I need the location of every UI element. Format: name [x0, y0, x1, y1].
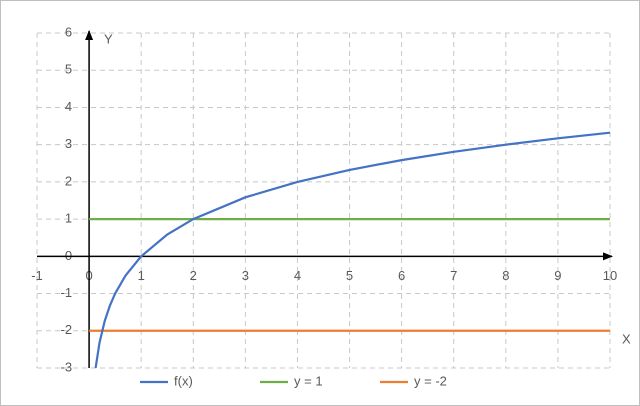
legend-label: y = -2 — [414, 373, 447, 388]
x-tick-label: 4 — [294, 268, 301, 283]
y-tick-label: -1 — [61, 285, 73, 300]
y-tick-label: 4 — [65, 99, 72, 114]
x-tick-label: 2 — [190, 268, 197, 283]
x-tick-label: 9 — [554, 268, 561, 283]
x-tick-label: -1 — [31, 268, 43, 283]
x-tick-label: 3 — [242, 268, 249, 283]
x-tick-label: 8 — [502, 268, 509, 283]
legend-label: f(x) — [174, 373, 193, 388]
x-tick-label: 1 — [138, 268, 145, 283]
y-tick-label: 2 — [65, 173, 72, 188]
legend-label: y = 1 — [294, 373, 323, 388]
series-line — [94, 131, 611, 369]
y-tick-label: 6 — [65, 24, 72, 39]
y-tick-label: -3 — [61, 359, 73, 374]
y-tick-label: 1 — [65, 211, 72, 226]
x-tick-label: 6 — [398, 268, 405, 283]
y-tick-label: 5 — [65, 62, 72, 77]
x-axis-label: X — [622, 331, 631, 346]
x-tick-label: 10 — [603, 268, 617, 283]
x-tick-label: 7 — [450, 268, 457, 283]
y-axis-label: Y — [104, 31, 113, 46]
y-tick-label: -2 — [61, 322, 73, 337]
y-tick-label: 3 — [65, 136, 72, 151]
y-tick-label: 0 — [65, 248, 72, 263]
x-tick-label: 5 — [346, 268, 353, 283]
